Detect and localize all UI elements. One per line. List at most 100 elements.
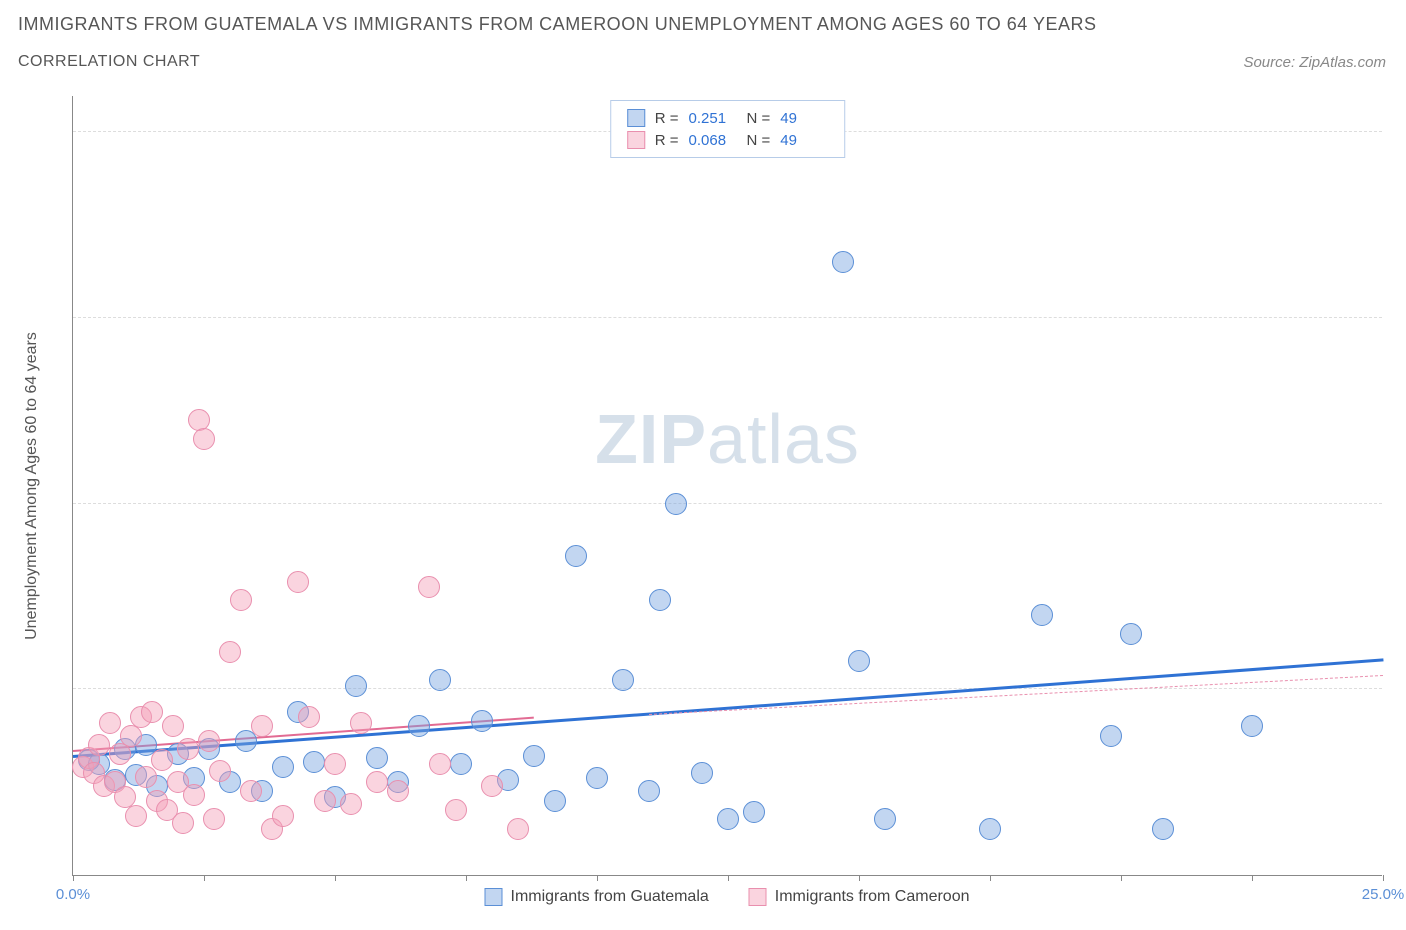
data-point bbox=[340, 793, 362, 815]
legend-r-label: R = bbox=[655, 132, 679, 149]
data-point bbox=[665, 493, 687, 515]
data-point bbox=[418, 576, 440, 598]
y-axis-title: Unemployment Among Ages 60 to 64 years bbox=[23, 332, 41, 640]
data-point bbox=[848, 650, 870, 672]
plot-area: ZIPatlas R =0.251N =49R =0.068N =49 10.0… bbox=[72, 96, 1382, 876]
legend-n-value: 49 bbox=[780, 132, 828, 149]
data-point bbox=[230, 589, 252, 611]
data-point bbox=[314, 790, 336, 812]
data-point bbox=[203, 808, 225, 830]
data-point bbox=[612, 669, 634, 691]
data-point bbox=[565, 545, 587, 567]
data-point bbox=[350, 712, 372, 734]
x-tick-label: 25.0% bbox=[1362, 886, 1405, 903]
data-point bbox=[99, 712, 121, 734]
regression-line bbox=[649, 675, 1383, 715]
data-point bbox=[366, 747, 388, 769]
data-point bbox=[209, 760, 231, 782]
data-point bbox=[198, 730, 220, 752]
data-point bbox=[298, 706, 320, 728]
data-point bbox=[324, 753, 346, 775]
data-point bbox=[272, 756, 294, 778]
data-point bbox=[638, 780, 660, 802]
x-tick bbox=[335, 875, 336, 881]
data-point bbox=[183, 784, 205, 806]
legend-series-label: Immigrants from Cameroon bbox=[775, 888, 970, 906]
series-legend: Immigrants from Guatemala Immigrants from… bbox=[485, 888, 970, 906]
legend-r-value: 0.068 bbox=[689, 132, 737, 149]
data-point bbox=[162, 715, 184, 737]
data-point bbox=[1120, 623, 1142, 645]
data-point bbox=[120, 725, 142, 747]
data-point bbox=[1241, 715, 1263, 737]
legend-r-value: 0.251 bbox=[689, 110, 737, 127]
y-tick-label: 20.0% bbox=[1390, 478, 1406, 495]
chart-subtitle: CORRELATION CHART bbox=[18, 53, 200, 71]
x-tick bbox=[859, 875, 860, 881]
legend-n-label: N = bbox=[747, 110, 771, 127]
data-point bbox=[445, 799, 467, 821]
gridline bbox=[73, 503, 1382, 504]
data-point bbox=[1152, 818, 1174, 840]
data-point bbox=[193, 428, 215, 450]
legend-series-label: Immigrants from Guatemala bbox=[511, 888, 709, 906]
x-tick bbox=[1252, 875, 1253, 881]
data-point bbox=[832, 251, 854, 273]
data-point bbox=[287, 571, 309, 593]
x-tick-label: 0.0% bbox=[56, 886, 90, 903]
data-point bbox=[481, 775, 503, 797]
legend-item: Immigrants from Cameroon bbox=[749, 888, 970, 906]
y-tick-label: 40.0% bbox=[1390, 107, 1406, 124]
legend-n-value: 49 bbox=[780, 110, 828, 127]
data-point bbox=[387, 780, 409, 802]
gridline bbox=[73, 688, 1382, 689]
gridline bbox=[73, 317, 1382, 318]
x-tick bbox=[466, 875, 467, 881]
data-point bbox=[88, 734, 110, 756]
data-point bbox=[251, 715, 273, 737]
data-point bbox=[172, 812, 194, 834]
x-tick bbox=[73, 875, 74, 881]
legend-item: Immigrants from Guatemala bbox=[485, 888, 709, 906]
chart-title: IMMIGRANTS FROM GUATEMALA VS IMMIGRANTS … bbox=[18, 14, 1386, 35]
data-point bbox=[507, 818, 529, 840]
legend-swatch bbox=[627, 109, 645, 127]
legend-n-label: N = bbox=[747, 132, 771, 149]
legend-row: R = 0.068 N = 49 bbox=[627, 129, 829, 151]
legend-swatch bbox=[749, 888, 767, 906]
data-point bbox=[1100, 725, 1122, 747]
data-point bbox=[649, 589, 671, 611]
data-point bbox=[1031, 604, 1053, 626]
x-tick bbox=[597, 875, 598, 881]
data-point bbox=[303, 751, 325, 773]
data-point bbox=[586, 767, 608, 789]
x-tick bbox=[990, 875, 991, 881]
watermark: ZIPatlas bbox=[595, 399, 860, 479]
data-point bbox=[240, 780, 262, 802]
data-point bbox=[429, 669, 451, 691]
data-point bbox=[429, 753, 451, 775]
chart-container: Unemployment Among Ages 60 to 64 years Z… bbox=[72, 96, 1382, 876]
correlation-legend: R = 0.251 N = 49 R = 0.068 N = 49 bbox=[610, 100, 846, 158]
y-tick-label: 10.0% bbox=[1390, 664, 1406, 681]
data-point bbox=[135, 766, 157, 788]
legend-row: R = 0.251 N = 49 bbox=[627, 107, 829, 129]
legend-r-label: R = bbox=[655, 110, 679, 127]
data-point bbox=[345, 675, 367, 697]
data-point bbox=[717, 808, 739, 830]
data-point bbox=[743, 801, 765, 823]
legend-swatch bbox=[485, 888, 503, 906]
y-tick-label: 30.0% bbox=[1390, 292, 1406, 309]
data-point bbox=[272, 805, 294, 827]
data-point bbox=[141, 701, 163, 723]
data-point bbox=[408, 715, 430, 737]
x-tick bbox=[204, 875, 205, 881]
x-tick bbox=[1383, 875, 1384, 881]
data-point bbox=[523, 745, 545, 767]
data-point bbox=[874, 808, 896, 830]
data-point bbox=[471, 710, 493, 732]
data-point bbox=[151, 749, 173, 771]
x-tick bbox=[728, 875, 729, 881]
data-point bbox=[450, 753, 472, 775]
data-point bbox=[691, 762, 713, 784]
